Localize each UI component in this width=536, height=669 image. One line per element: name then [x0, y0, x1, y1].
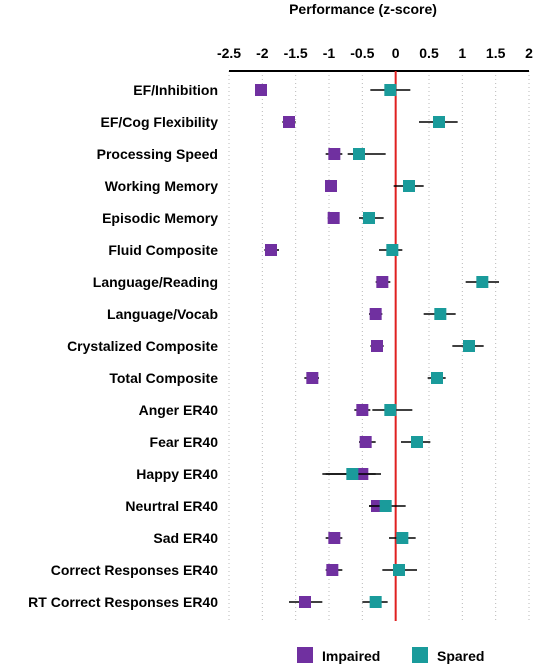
point-spared-episodic-memory: [363, 212, 375, 224]
point-spared-language-vocab: [434, 308, 447, 320]
point-spared-crystalized-composite: [463, 340, 475, 352]
point-impaired-language-reading: [376, 276, 389, 288]
category-label-ef-cog-flexibility: EF/Cog Flexibility: [101, 114, 219, 130]
category-label-correct-responses-er40: Correct Responses ER40: [51, 562, 219, 578]
point-spared-sad-er40: [396, 532, 409, 544]
category-label-neurtral-er40: Neurtral ER40: [125, 498, 218, 514]
point-spared-happy-er40: [346, 468, 359, 480]
legend-swatch-impaired: [297, 647, 313, 663]
x-tick-label: -2: [256, 45, 269, 61]
point-impaired-sad-er40: [328, 532, 341, 544]
legend-label-impaired: Impaired: [322, 648, 380, 664]
category-label-crystalized-composite: Crystalized Composite: [67, 338, 218, 354]
category-label-happy-er40: Happy ER40: [136, 466, 218, 482]
point-spared-processing-speed: [353, 148, 365, 160]
category-label-sad-er40: Sad ER40: [153, 530, 218, 546]
legend-label-spared: Spared: [437, 648, 484, 664]
point-impaired-rt-correct-responses-er40: [299, 596, 311, 608]
legend: Impaired Spared: [297, 647, 484, 664]
series-impaired: [255, 84, 391, 608]
category-labels: EF/Inhibition EF/Cog Flexibility Processin…: [28, 82, 218, 610]
point-impaired-fear-er40: [359, 436, 372, 448]
point-impaired-processing-speed: [328, 148, 341, 160]
point-impaired-correct-responses-er40: [326, 564, 339, 576]
x-tick-label: -0.5: [350, 45, 374, 61]
point-spared-fluid-composite: [386, 244, 399, 256]
point-spared-neurtral-er40: [379, 500, 392, 512]
data-points: [255, 84, 499, 608]
point-spared-working-memory: [403, 180, 415, 192]
point-impaired-language-vocab: [369, 308, 382, 320]
point-spared-correct-responses-er40: [393, 564, 405, 576]
chart-title: Performance (z-score): [289, 1, 437, 17]
point-spared-language-reading: [476, 276, 489, 288]
category-label-processing-speed: Processing Speed: [97, 146, 218, 162]
point-spared-rt-correct-responses-er40: [369, 596, 382, 608]
point-spared-fear-er40: [411, 436, 423, 448]
category-label-ef-inhibition: EF/Inhibition: [133, 82, 218, 98]
point-impaired-total-composite: [306, 372, 319, 384]
category-label-language-vocab: Language/Vocab: [107, 306, 218, 322]
point-impaired-fluid-composite: [265, 244, 277, 256]
point-impaired-ef-cog-flexibility: [283, 116, 295, 128]
point-spared-anger-er40: [384, 404, 397, 416]
x-tick-label: -1.5: [284, 45, 308, 61]
x-tick-label: 0.5: [419, 45, 439, 61]
category-label-working-memory: Working Memory: [105, 178, 219, 194]
point-impaired-episodic-memory: [327, 212, 340, 224]
x-tick-label: -1: [323, 45, 336, 61]
x-tick-label: 0: [392, 45, 400, 61]
point-spared-ef-inhibition: [384, 84, 397, 96]
legend-swatch-spared: [412, 647, 428, 663]
point-impaired-crystalized-composite: [371, 340, 383, 352]
point-impaired-anger-er40: [356, 404, 369, 416]
category-label-rt-correct-responses-er40: RT Correct Responses ER40: [28, 594, 218, 610]
category-label-episodic-memory: Episodic Memory: [102, 210, 218, 226]
x-tick-label: -2.5: [217, 45, 241, 61]
point-spared-ef-cog-flexibility: [433, 116, 445, 128]
point-impaired-working-memory: [325, 180, 337, 192]
category-label-fluid-composite: Fluid Composite: [108, 242, 218, 258]
x-tick-label: 1.5: [486, 45, 506, 61]
point-spared-total-composite: [431, 372, 443, 384]
x-tick-labels: -2.5 -2 -1.5 -1 -0.5 0 0.5 1 1.5 2: [217, 45, 533, 61]
x-tick-label: 2: [525, 45, 533, 61]
point-impaired-ef-inhibition: [255, 84, 267, 96]
category-label-language-reading: Language/Reading: [93, 274, 218, 290]
category-label-fear-er40: Fear ER40: [150, 434, 219, 450]
x-tick-label: 1: [458, 45, 466, 61]
category-label-anger-er40: Anger ER40: [139, 402, 219, 418]
series-spared: [325, 84, 499, 608]
category-label-total-composite: Total Composite: [109, 370, 218, 386]
